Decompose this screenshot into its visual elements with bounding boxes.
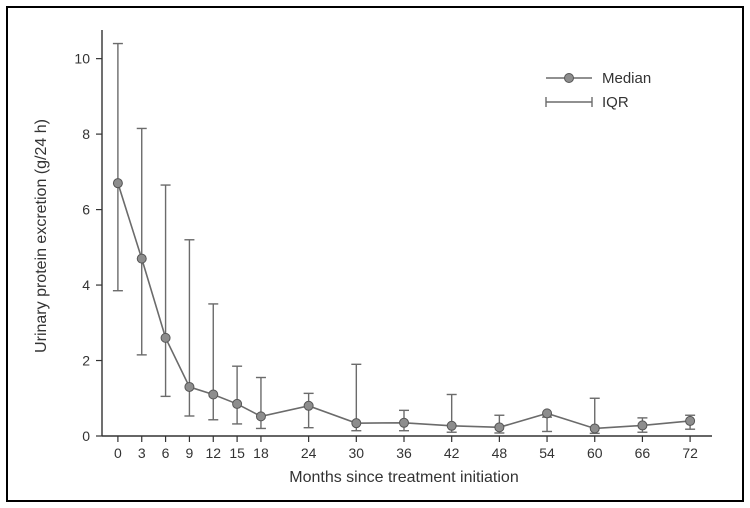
median-marker xyxy=(590,424,599,433)
median-marker xyxy=(209,390,218,399)
y-tick-label: 2 xyxy=(82,353,90,369)
median-marker xyxy=(161,333,170,342)
y-tick-label: 4 xyxy=(82,277,90,293)
x-tick-label: 0 xyxy=(114,445,122,461)
legend-iqr-label: IQR xyxy=(602,94,629,111)
y-tick-label: 6 xyxy=(82,202,90,218)
x-tick-label: 66 xyxy=(635,445,651,461)
y-tick-label: 0 xyxy=(82,428,90,444)
x-tick-label: 15 xyxy=(229,445,245,461)
median-marker xyxy=(233,399,242,408)
x-tick-label: 30 xyxy=(349,445,365,461)
median-marker xyxy=(686,416,695,425)
x-tick-label: 12 xyxy=(205,445,221,461)
x-tick-label: 24 xyxy=(301,445,317,461)
x-tick-label: 3 xyxy=(138,445,146,461)
x-tick-label: 18 xyxy=(253,445,269,461)
median-marker xyxy=(543,409,552,418)
y-tick-label: 8 xyxy=(82,126,90,142)
median-marker xyxy=(400,418,409,427)
chart-frame: 02468100369121518243036424854606672Month… xyxy=(0,0,750,508)
x-tick-label: 6 xyxy=(162,445,170,461)
legend-median-marker xyxy=(565,74,574,83)
legend-median-label: Median xyxy=(602,70,651,87)
median-marker xyxy=(352,419,361,428)
median-marker xyxy=(638,421,647,430)
median-marker xyxy=(113,179,122,188)
median-marker xyxy=(304,401,313,410)
median-marker xyxy=(185,382,194,391)
x-tick-label: 9 xyxy=(186,445,194,461)
x-tick-label: 54 xyxy=(539,445,555,461)
median-marker xyxy=(447,421,456,430)
y-axis-label: Urinary protein excretion (g/24 h) xyxy=(33,119,50,353)
x-tick-label: 60 xyxy=(587,445,603,461)
protein-excretion-chart: 02468100369121518243036424854606672Month… xyxy=(6,6,744,502)
median-line xyxy=(118,183,690,428)
x-tick-label: 72 xyxy=(682,445,698,461)
x-tick-label: 36 xyxy=(396,445,412,461)
median-marker xyxy=(256,412,265,421)
x-tick-label: 42 xyxy=(444,445,460,461)
x-tick-label: 48 xyxy=(492,445,508,461)
y-tick-label: 10 xyxy=(74,51,90,67)
median-marker xyxy=(137,254,146,263)
x-axis-label: Months since treatment initiation xyxy=(289,469,518,486)
median-marker xyxy=(495,423,504,432)
